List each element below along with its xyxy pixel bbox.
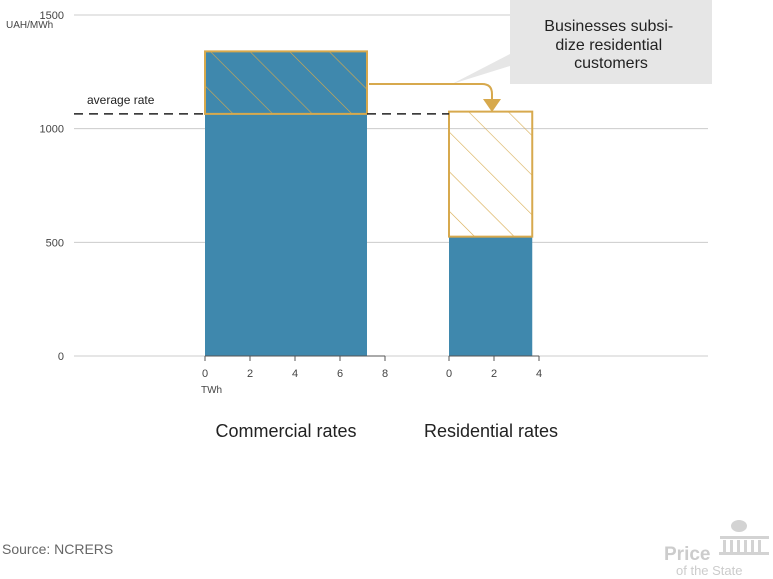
x-tick-label: 2 — [491, 368, 497, 380]
x-tick-label: 6 — [337, 368, 343, 380]
callout-line-1: Businesses subsi- — [544, 18, 673, 35]
panel-title-commercial: Commercial rates — [215, 421, 356, 441]
x-tick-label: 4 — [536, 368, 542, 380]
bar-outline-0 — [204, 50, 368, 115]
y-tick-label: 1500 — [40, 10, 64, 22]
x-axis-unit: TWh — [201, 385, 222, 396]
y-tick-label: 1000 — [40, 124, 64, 136]
callout-line-2: dize residential — [555, 37, 662, 54]
x-tick-label: 0 — [446, 368, 452, 380]
transfer-arrow — [369, 83, 493, 100]
y-tick-label: 500 — [46, 237, 64, 249]
x-tick-label: 8 — [382, 368, 388, 380]
callout-text: Businesses subsi- dize residential custo… — [544, 18, 677, 72]
logo-word-price: Price — [664, 544, 711, 565]
x-axes: 0 2 4 6 8 0 2 4 — [202, 355, 542, 380]
y-axis-ticks: 0 500 1000 1500 — [40, 10, 64, 363]
y-tick-label: 0 — [58, 351, 64, 363]
transfer-arrowhead — [483, 99, 501, 112]
callout-box — [452, 0, 712, 84]
source-note: Source: NCRERS — [2, 541, 114, 557]
callout-line-3: customers — [574, 55, 648, 72]
bars — [204, 50, 534, 357]
x-tick-label: 4 — [292, 368, 298, 380]
panel-title-residential: Residential rates — [424, 421, 558, 441]
callout: Businesses subsi- dize residential custo… — [369, 0, 712, 112]
x-tick-label: 0 — [202, 368, 208, 380]
average-rate-label: average rate — [87, 93, 155, 107]
logo-word-of-the-state: of the State — [676, 563, 743, 578]
bar-hatch-1 — [449, 111, 533, 237]
x-tick-label: 2 — [247, 368, 253, 380]
bar-outline-1 — [448, 110, 534, 238]
bar-hatch-0 — [205, 51, 367, 114]
bar-solid-1 — [449, 236, 533, 356]
logo-building-icon — [719, 520, 769, 555]
y-axis-unit: UAH/MWh — [6, 20, 53, 31]
